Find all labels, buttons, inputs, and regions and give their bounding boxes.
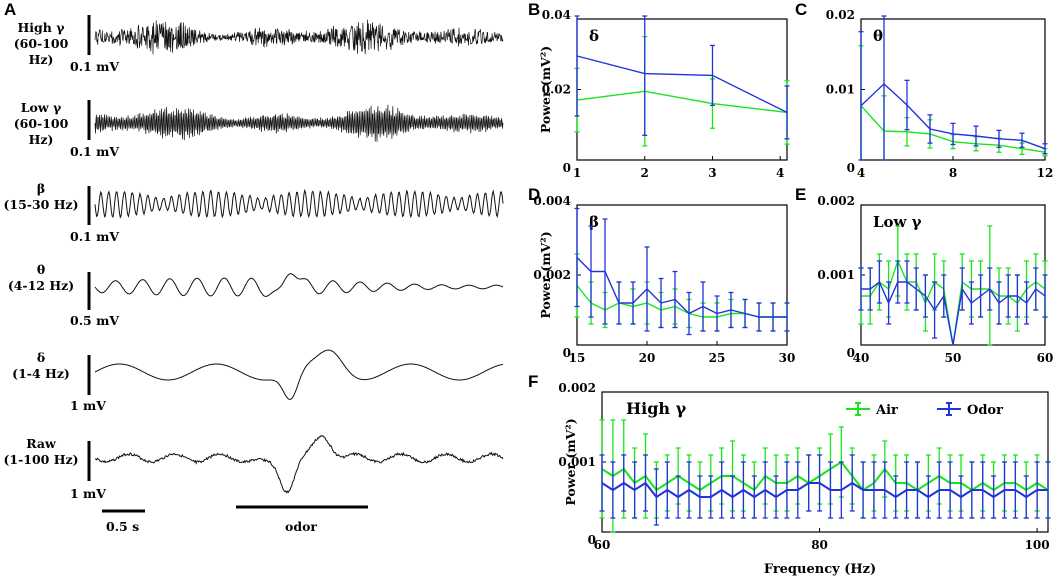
panel-letter-e: E <box>795 185 807 204</box>
scale-label-raw: 1 mV <box>70 486 106 501</box>
y-tick-label: 0 <box>847 346 855 360</box>
x-tick-label: 4 <box>857 166 865 180</box>
series-line <box>860 82 1046 150</box>
panel-title: δ <box>589 27 599 45</box>
plot-frame <box>576 18 788 161</box>
chart-c: 0 0.01 0.02 4 8 12 θ <box>826 8 1054 180</box>
series-line <box>576 257 787 318</box>
y-tick-label: 0.001 <box>558 455 596 469</box>
trace-panel <box>87 15 504 513</box>
legend: Air Odor <box>846 402 1003 418</box>
panel-title: θ <box>873 27 883 45</box>
legend-label: Air <box>875 403 898 418</box>
y-tick-label: 0 <box>563 161 571 175</box>
trace-label-low-gamma: Low γ (60-100 Hz) <box>13 100 69 147</box>
panel-letter-c: C <box>795 0 808 19</box>
y-tick-label: 0.02 <box>542 83 571 97</box>
lfp-trace <box>94 104 504 142</box>
x-tick-label: 100 <box>1025 538 1050 552</box>
series-line <box>576 55 788 114</box>
series-air <box>574 253 790 332</box>
y-tick-label: 0 <box>847 161 855 175</box>
scale-label-delta: 1 mV <box>70 398 106 413</box>
scale-label-beta: 0.1 mV <box>70 229 120 244</box>
x-tick-label: 50 <box>945 351 962 365</box>
panel-letter-a: A <box>4 0 17 19</box>
y-tick-label: 0.002 <box>533 268 571 282</box>
trace-label-high-gamma: High γ (60-100 Hz) <box>13 20 69 67</box>
trace-label-theta: θ (4-12 Hz) <box>7 262 75 293</box>
plot-frame <box>576 204 788 346</box>
chart-b: 0 0.02 0.04 1 2 3 4 Power (mV²) δ <box>538 8 790 180</box>
lfp-trace <box>95 434 504 494</box>
scale-label-theta: 0.5 mV <box>70 313 120 328</box>
series-odor <box>574 207 790 336</box>
y-tick-label: 0 <box>563 346 571 360</box>
series-air <box>858 225 1048 346</box>
x-tick-label: 25 <box>709 351 726 365</box>
chart-f: 0 0.001 0.002 60 80 100 Power (mV²) Frequency (… <box>558 381 1051 577</box>
x-tick-label: 15 <box>569 351 586 365</box>
y-tick-label: 0 <box>588 533 596 547</box>
trace-label-beta: β (15-30 Hz) <box>3 181 79 212</box>
series-line <box>601 460 1049 492</box>
panel-letter-d: D <box>528 185 541 204</box>
x-tick-label: 2 <box>641 166 649 180</box>
trace-label-delta: δ (1-4 Hz) <box>12 350 70 381</box>
x-tick-label: 20 <box>639 351 656 365</box>
series-line <box>576 285 787 318</box>
y-axis-label: Power (mV²) <box>538 46 553 133</box>
chart-d: 0 0.002 0.004 15 20 25 30 Power (mV²) β <box>533 194 795 365</box>
y-tick-label: 0.04 <box>542 8 571 22</box>
lfp-trace <box>94 19 504 55</box>
x-tick-label: 30 <box>779 351 796 365</box>
y-tick-label: 0.002 <box>558 381 596 395</box>
scale-label-low-gamma: 0.1 mV <box>70 144 120 159</box>
lfp-trace <box>94 349 504 400</box>
y-tick-label: 0.001 <box>817 268 855 282</box>
x-tick-label: 60 <box>594 538 611 552</box>
y-tick-label: 0.02 <box>826 8 855 22</box>
y-tick-label: 0.004 <box>533 194 571 208</box>
series-odor <box>858 15 1048 161</box>
panel-title: Low γ <box>873 213 922 231</box>
x-tick-label: 12 <box>1037 166 1054 180</box>
series-odor <box>599 454 1051 526</box>
trace-label-raw: Raw (1-100 Hz) <box>3 436 79 467</box>
y-tick-label: 0.002 <box>817 194 855 208</box>
x-tick-label: 40 <box>853 351 870 365</box>
lfp-trace <box>94 273 504 297</box>
time-scale-label: 0.5 s <box>106 519 140 534</box>
x-axis-label: Frequency (Hz) <box>764 562 876 577</box>
panel-title: β <box>589 213 599 231</box>
x-tick-label: 1 <box>573 166 581 180</box>
panel-letter-f: F <box>528 372 539 391</box>
y-axis-label: Power (mV²) <box>538 231 553 318</box>
y-tick-label: 0.01 <box>826 83 855 97</box>
x-tick-label: 3 <box>708 166 716 180</box>
x-tick-label: 8 <box>949 166 957 180</box>
odor-label: odor <box>285 519 318 534</box>
x-tick-label: 60 <box>1037 351 1054 365</box>
series-odor <box>574 15 790 140</box>
x-tick-label: 80 <box>811 538 828 552</box>
panel-title: High γ <box>626 399 687 418</box>
scale-label-high-gamma: 0.1 mV <box>70 59 120 74</box>
series-odor <box>858 260 1048 346</box>
series-line <box>576 90 788 114</box>
x-tick-label: 4 <box>776 166 784 180</box>
chart-e: 0 0.001 0.002 40 50 60 Low γ <box>817 194 1053 365</box>
panel-letter-b: B <box>528 0 541 19</box>
lfp-trace <box>94 188 504 219</box>
y-axis-label: Power (mV²) <box>563 418 578 505</box>
series-line <box>601 481 1048 499</box>
series-line <box>861 280 1046 346</box>
series-air <box>574 35 790 147</box>
legend-label: Odor <box>967 403 1003 418</box>
